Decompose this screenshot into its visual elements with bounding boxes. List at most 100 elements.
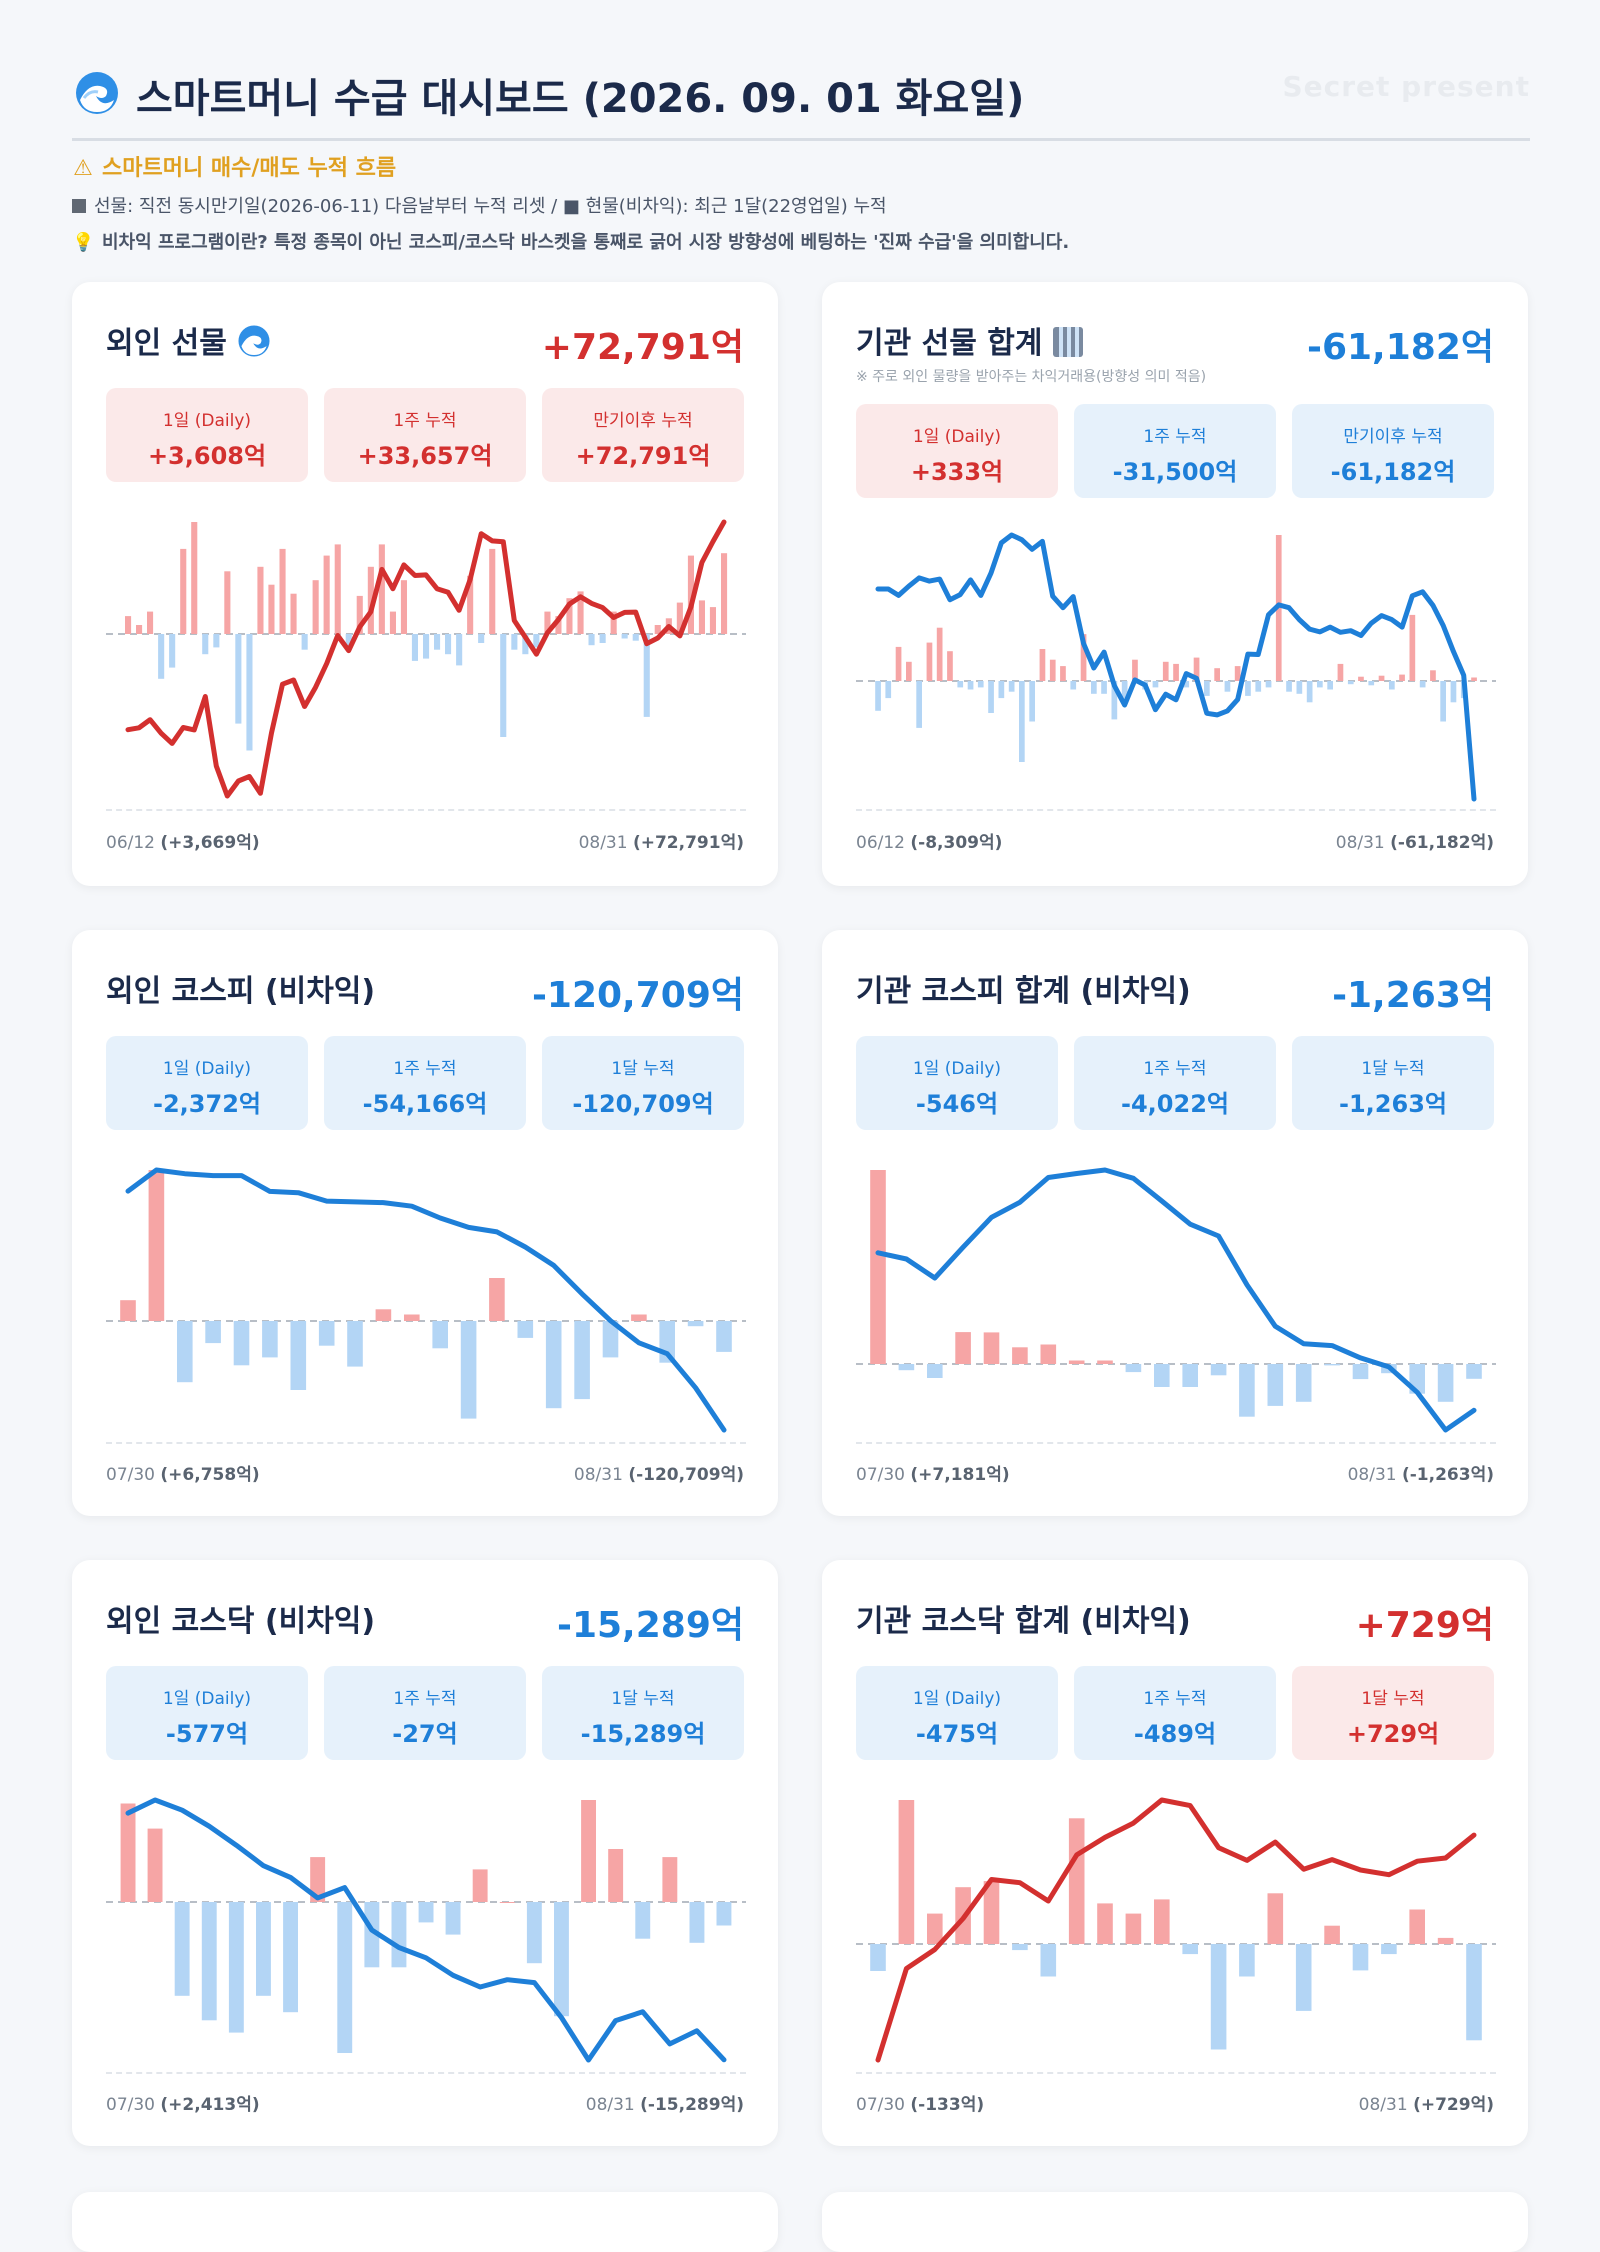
daily-bar: [404, 1314, 420, 1321]
cumulative-line: [125, 519, 727, 799]
daily-bar: [632, 634, 639, 641]
daily-bar: [870, 1944, 886, 1971]
daily-bar: [1286, 681, 1292, 692]
daily-bar: [1352, 1364, 1369, 1380]
notes-section: ⚠ 스마트머니 매수/매도 누적 흐름 선물: 직전 동시만기일(2026-06-…: [72, 150, 1069, 264]
daily-bar: [698, 600, 705, 634]
daily-bar: [1239, 1364, 1255, 1417]
wave-icon: [238, 325, 270, 357]
daily-bar: [898, 1800, 915, 1944]
daily-bar: [228, 1902, 244, 2033]
daily-bar: [148, 1170, 165, 1321]
daily-bar: [467, 575, 474, 634]
daily-bar: [356, 595, 363, 634]
daily-bar: [169, 634, 176, 668]
card-title: 외인 코스닥 (비차익): [106, 1604, 376, 1639]
daily-bar: [378, 544, 385, 634]
daily-bar: [522, 634, 529, 655]
daily-bar: [1255, 681, 1262, 692]
daily-bar: [1381, 1944, 1397, 1955]
daily-bar: [389, 611, 396, 634]
footer-end: 08/31 (-15,289억): [585, 2095, 744, 2115]
daily-bar: [1029, 681, 1035, 722]
daily-bar: [927, 1913, 943, 1944]
daily-bar: [631, 1314, 647, 1321]
stat-weekly: 1주 누적 -27억: [324, 1666, 526, 1760]
daily-bar: [988, 681, 994, 713]
card-total: -15,289억: [557, 1605, 744, 1646]
cumulative-line: [125, 1167, 727, 1433]
daily-bar: [1430, 670, 1436, 681]
card-title: 외인 선물: [106, 318, 271, 362]
daily-bar: [1306, 681, 1313, 703]
daily-bar: [345, 634, 352, 648]
daily-bar: [643, 634, 650, 717]
daily-bar: [1214, 668, 1220, 681]
daily-bar: [120, 1803, 136, 1902]
daily-bar: [1409, 1909, 1425, 1944]
stat-monthly: 1달 누적 +729억: [1292, 1666, 1494, 1760]
daily-bar: [1210, 1364, 1227, 1376]
chart-area: [856, 532, 1496, 802]
daily-bar: [1080, 634, 1087, 681]
daily-bar: [1101, 681, 1107, 694]
daily-bar: [1182, 1944, 1198, 1955]
stat-daily: 1일 (Daily) +333억: [856, 404, 1058, 498]
chart-area: [856, 1167, 1496, 1433]
daily-bar: [337, 1902, 353, 2053]
daily-bar: [1039, 649, 1046, 681]
daily-bar: [177, 1321, 193, 1383]
daily-bar: [1327, 681, 1333, 690]
daily-bar: [1008, 681, 1015, 692]
daily-bar: [927, 1364, 943, 1378]
daily-bar: [870, 1170, 886, 1364]
daily-bar: [983, 1332, 1000, 1364]
daily-bar: [1125, 1913, 1142, 1944]
daily-bar: [201, 1902, 217, 2021]
card-subtitle: ※ 주로 외인 물량을 받아주는 차익거래용(방향성 의미 적음): [856, 369, 1207, 385]
daily-bar: [323, 555, 330, 634]
daily-bar: [1060, 666, 1066, 681]
card-foreign-kosdaq: 외인 코스닥 (비차익) -15,289억 1일 (Daily) -577억 1주…: [72, 1560, 778, 2146]
daily-bar: [1173, 663, 1179, 681]
daily-bar: [283, 1902, 298, 2013]
stat-cumulative: 만기이후 누적 +72,791억: [542, 388, 744, 482]
daily-bar: [213, 634, 220, 648]
daily-bar: [1437, 1937, 1454, 1944]
cumulative-line: [875, 1797, 1477, 2063]
daily-bar: [1204, 681, 1210, 696]
daily-bar: [400, 580, 407, 634]
daily-bar: [1162, 661, 1169, 681]
daily-bar: [202, 634, 209, 655]
daily-bar: [1125, 1364, 1142, 1373]
daily-bar: [1040, 1344, 1057, 1364]
daily-bar: [635, 1902, 651, 1939]
daily-bar: [1358, 676, 1364, 681]
footer-start: 07/30 (+6,758억): [106, 1465, 260, 1485]
daily-bar: [1440, 681, 1446, 722]
daily-bar: [926, 642, 933, 681]
stat-monthly: 1달 누적 -1,263억: [1292, 1036, 1494, 1130]
daily-bar: [233, 1321, 250, 1366]
daily-bar: [290, 1321, 307, 1390]
daily-bar: [689, 1902, 705, 1943]
daily-bar: [687, 1321, 704, 1327]
daily-bar: [1193, 657, 1200, 681]
stat-daily: 1일 (Daily) -577억: [106, 1666, 308, 1760]
daily-bar: [489, 1278, 505, 1321]
warning-icon: ⚠: [73, 156, 93, 181]
stat-daily: 1일 (Daily) -2,372억: [106, 1036, 308, 1130]
card-partial-left: [72, 2192, 778, 2252]
daily-bar: [1267, 1893, 1284, 1944]
card-title: 외인 코스피 (비차익): [106, 974, 376, 1009]
daily-bar: [1295, 1944, 1312, 2011]
daily-bar: [1182, 1364, 1198, 1387]
footer-start: 07/30 (+2,413억): [106, 2095, 260, 2115]
daily-bar: [1324, 1925, 1340, 1944]
card-partial-right: [822, 2192, 1528, 2252]
daily-bar: [347, 1321, 363, 1367]
daily-bar: [375, 1309, 392, 1321]
daily-bar: [511, 634, 518, 650]
daily-bar: [1154, 1899, 1170, 1944]
lightbulb-icon: 💡: [72, 232, 95, 253]
